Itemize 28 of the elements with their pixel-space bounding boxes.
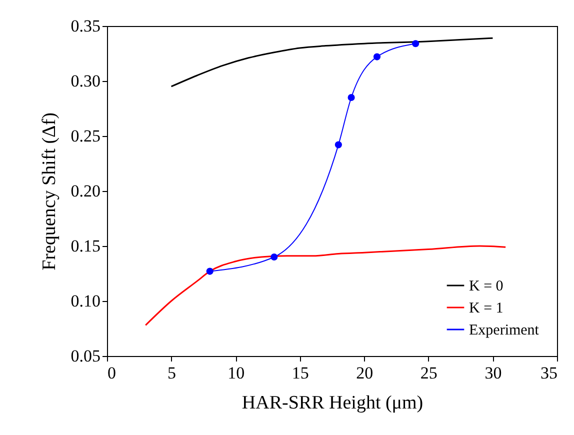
x-tick-label: 0 (108, 364, 116, 382)
x-tick-label: 30 (484, 364, 502, 382)
x-tick-label: 35 (540, 364, 558, 382)
x-axis-title: HAR-SRR Height (μm) (242, 392, 424, 414)
y-tick-label: 0.25 (70, 126, 100, 146)
legend-label: K = 0 (469, 278, 504, 294)
y-tick-label: 0.05 (70, 346, 100, 366)
y-tick-label: 0.15 (70, 236, 100, 256)
y-tick-label: 0.10 (70, 292, 100, 310)
point (334, 141, 342, 148)
x-tick-label: 5 (168, 364, 176, 382)
point (348, 94, 355, 102)
y-tick-label: 0.30 (70, 72, 100, 90)
x-tick-label: 25 (420, 364, 438, 382)
line-series (144, 245, 506, 326)
point (270, 253, 278, 261)
x-tick-label: 15 (292, 364, 309, 382)
y-tick-label: 0.35 (70, 16, 100, 36)
x-tick-label: 20 (356, 364, 374, 382)
point (206, 268, 214, 275)
line-series (170, 37, 494, 88)
legend-label: K = 1 (469, 300, 504, 316)
legend-label: Experiment (469, 322, 540, 338)
point (373, 53, 381, 60)
point (412, 40, 420, 48)
x-tick-label: 10 (228, 364, 245, 382)
y-axis-title: Frequency Shift (Δf) (38, 112, 60, 270)
y-tick-label: 0.20 (70, 182, 100, 200)
